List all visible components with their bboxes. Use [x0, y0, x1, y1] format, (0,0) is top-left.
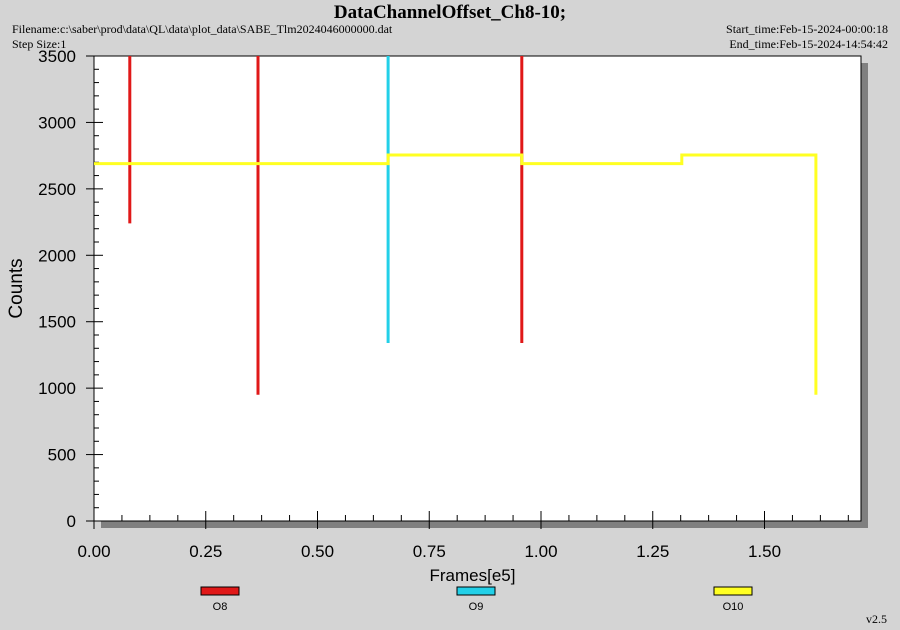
series-o10-line	[94, 153, 818, 395]
legend-label-o9: O9	[469, 601, 484, 613]
filename-label: Filename:c:\saber\prod\data\QL\data\plot…	[12, 22, 393, 36]
y-tick-label: 3500	[38, 47, 76, 66]
legend-swatch-o8	[200, 586, 240, 596]
x-axis-label: Frames[e5]	[430, 566, 516, 585]
y-tick-label: 0	[67, 512, 76, 531]
y-tick-label: 1500	[38, 313, 76, 332]
y-tick-label: 2000	[38, 246, 76, 265]
series-group	[94, 56, 818, 395]
x-tick-label: 0.75	[413, 542, 446, 561]
step-size-label: Step Size:1	[12, 37, 67, 51]
y-tick-label: 1000	[38, 379, 76, 398]
start-time-label: Start_time:Feb-15-2024-00:00:18	[726, 22, 888, 36]
x-tick-label: 0.50	[301, 542, 334, 561]
y-axis-label: Counts	[6, 258, 27, 318]
chart-title: DataChannelOffset_Ch8-10;	[333, 2, 567, 23]
legend-swatch-o9	[456, 586, 496, 596]
legend-swatch-o10	[713, 586, 753, 596]
y-tick-label: 2500	[38, 180, 76, 199]
x-tick-label: 1.50	[748, 542, 781, 561]
x-tick-label: 1.00	[524, 542, 557, 561]
x-tick-label: 0.25	[189, 542, 222, 561]
version-label: v2.5	[866, 612, 887, 626]
y-tick-label: 500	[48, 446, 76, 465]
x-tick-label: 0.00	[77, 542, 110, 561]
x-tick-label: 1.25	[636, 542, 669, 561]
plot-area	[93, 55, 862, 522]
end-time-label: End_time:Feb-15-2024-14:54:42	[729, 37, 888, 51]
legend-label-o8: O8	[213, 601, 228, 613]
legend-label-o10: O10	[723, 601, 744, 613]
y-tick-label: 3000	[38, 113, 76, 132]
